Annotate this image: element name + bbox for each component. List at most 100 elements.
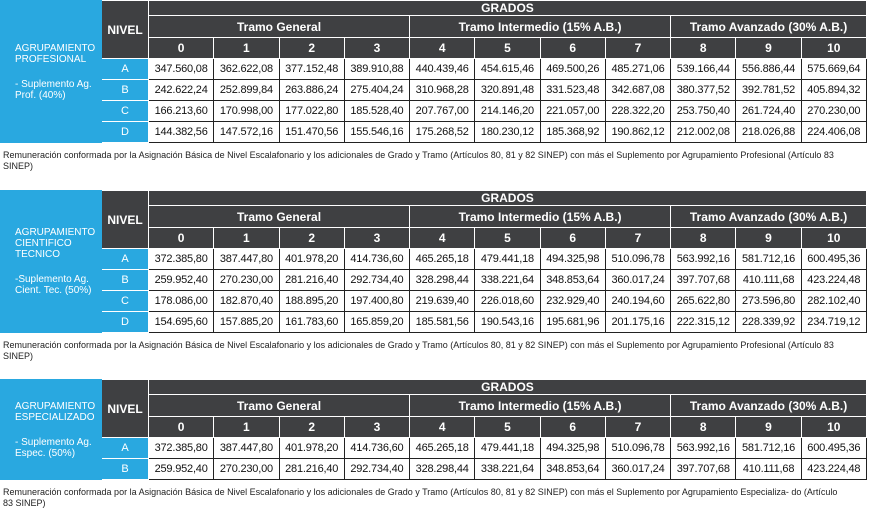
grado-header: 3 xyxy=(343,37,411,59)
level-row: D 144.382,56 147.572,16 151.470,56 155.546,1… xyxy=(1,121,867,143)
grado-row: 0 1 2 3 4 5 6 7 8 9 10 xyxy=(1,37,867,59)
grado-header: 1 xyxy=(213,37,280,59)
level-row: A 372.385,80 387.447,80 401.978,20 414.736,6… xyxy=(1,248,867,270)
salary-value: 157.885,20 xyxy=(213,311,280,333)
salary-value: 510.096,78 xyxy=(604,437,672,459)
salary-value: 224.406,08 xyxy=(800,121,867,143)
level-row: A 372.385,80 387.447,80 401.978,20 414.736,6… xyxy=(1,437,867,459)
salary-value: 221.057,00 xyxy=(539,100,606,122)
salary-value: 178.086,00 xyxy=(147,290,215,312)
level-label: B xyxy=(101,458,149,480)
salary-value: 328.298,44 xyxy=(409,269,476,291)
grado-header: 1 xyxy=(213,227,280,249)
salary-value: 219.639,40 xyxy=(409,290,476,312)
group-box: AGRUPAMIENTO CIENTIFICO TECNICO -Suplemen… xyxy=(0,190,102,333)
grados-header: GRADOS xyxy=(148,0,867,16)
grado-header: 7 xyxy=(604,37,672,59)
tramo-row: Tramo General Tramo Intermedio (15% A.B.)… xyxy=(1,15,867,38)
salary-value: 201.175,16 xyxy=(604,311,672,333)
level-row: D 154.695,60 157.885,20 161.783,60 165.859,2… xyxy=(1,311,867,333)
salary-value: 465.265,18 xyxy=(409,248,476,270)
salary-value: 372.385,80 xyxy=(147,248,215,270)
salary-value: 392.781,52 xyxy=(735,79,802,101)
tramo-header: Tramo General xyxy=(147,205,411,228)
grado-row: 0 1 2 3 4 5 6 7 8 9 10 xyxy=(1,227,867,249)
salary-value: 377.152,48 xyxy=(278,58,345,80)
grado-header: 5 xyxy=(474,416,541,438)
level-label: C xyxy=(101,290,149,312)
grado-header: 5 xyxy=(474,37,541,59)
salary-value: 263.886,24 xyxy=(278,79,345,101)
salary-value: 182.870,40 xyxy=(213,290,280,312)
grados-header: GRADOS xyxy=(148,190,867,206)
grado-row: 0 1 2 3 4 5 6 7 8 9 10 xyxy=(1,416,867,438)
level-label: A xyxy=(101,58,149,80)
salary-value: 494.325,98 xyxy=(539,437,606,459)
salary-section: AGRUPAMIENTO CIENTIFICO TECNICO -Suplemen… xyxy=(0,190,880,362)
salary-value: 281.216,40 xyxy=(278,269,345,291)
salary-value: 401.978,20 xyxy=(278,437,345,459)
grado-header: 2 xyxy=(278,227,345,249)
level-row: B 242.622,24 252.899,84 263.886,24 275.404,2… xyxy=(1,79,867,101)
level-label: D xyxy=(101,311,149,333)
salary-value: 259.952,40 xyxy=(147,269,215,291)
salary-value: 414.736,60 xyxy=(343,437,411,459)
salary-value: 270.230,00 xyxy=(213,458,280,480)
salary-value: 556.886,44 xyxy=(735,58,802,80)
grado-header: 10 xyxy=(800,416,867,438)
salary-value: 380.377,52 xyxy=(670,79,737,101)
nivel-header: NIVEL xyxy=(101,0,149,59)
salary-value: 240.194,60 xyxy=(604,290,672,312)
salary-value: 389.910,88 xyxy=(343,58,411,80)
salary-value: 362.622,08 xyxy=(213,58,280,80)
tramo-header: Tramo Intermedio (15% A.B.) xyxy=(409,15,672,38)
grado-header: 10 xyxy=(800,37,867,59)
level-row: C 178.086,00 182.870,40 188.895,20 197.400,8… xyxy=(1,290,867,312)
salary-value: 214.146,20 xyxy=(474,100,541,122)
nivel-header: NIVEL xyxy=(101,190,149,249)
salary-value: 423.224,48 xyxy=(800,269,867,291)
header-row: AGRUPAMIENTO ESPECIALIZADO - Suplemento A… xyxy=(0,379,867,480)
salary-value: 600.495,36 xyxy=(800,437,867,459)
salary-value: 275.404,24 xyxy=(343,79,411,101)
grado-header: 3 xyxy=(343,227,411,249)
nivel-header: NIVEL xyxy=(101,379,149,438)
salary-value: 387.447,80 xyxy=(213,248,280,270)
salary-value: 166.213,60 xyxy=(147,100,215,122)
tramo-header: Tramo Intermedio (15% A.B.) xyxy=(409,205,672,228)
salary-value: 563.992,16 xyxy=(670,248,737,270)
group-box: AGRUPAMIENTO ESPECIALIZADO - Suplemento A… xyxy=(0,379,102,480)
level-label: C xyxy=(101,100,149,122)
group-title: AGRUPAMIENTO PROFESIONAL xyxy=(15,42,96,65)
salary-value: 226.018,60 xyxy=(474,290,541,312)
salary-value: 328.298,44 xyxy=(409,458,476,480)
salary-value: 185.368,92 xyxy=(539,121,606,143)
grado-header: 4 xyxy=(409,416,476,438)
salary-value: 454.615,46 xyxy=(474,58,541,80)
grado-header: 6 xyxy=(539,227,606,249)
salary-value: 581.712,16 xyxy=(735,437,802,459)
grado-header: 2 xyxy=(278,37,345,59)
salary-value: 165.859,20 xyxy=(343,311,411,333)
tramo-header: Tramo General xyxy=(147,394,411,417)
salary-value: 479.441,18 xyxy=(474,437,541,459)
salary-value: 469.500,26 xyxy=(539,58,606,80)
grado-header: 9 xyxy=(735,416,802,438)
salary-value: 185.581,56 xyxy=(409,311,476,333)
salary-value: 273.596,80 xyxy=(735,290,802,312)
salary-value: 342.687,08 xyxy=(604,79,672,101)
salary-value: 218.026,88 xyxy=(735,121,802,143)
grado-header: 1 xyxy=(213,416,280,438)
group-supplement: -Suplemento Ag. Cient. Tec. (50%) xyxy=(15,274,92,296)
salary-value: 387.447,80 xyxy=(213,437,280,459)
salary-value: 261.724,40 xyxy=(735,100,802,122)
salary-value: 265.622,80 xyxy=(670,290,737,312)
salary-value: 331.523,48 xyxy=(539,79,606,101)
salary-value: 252.899,84 xyxy=(213,79,280,101)
salary-value: 292.734,40 xyxy=(343,458,411,480)
tramo-header: Tramo Avanzado (30% A.B.) xyxy=(670,394,867,417)
grado-header: 8 xyxy=(670,37,737,59)
salary-value: 360.017,24 xyxy=(604,269,672,291)
